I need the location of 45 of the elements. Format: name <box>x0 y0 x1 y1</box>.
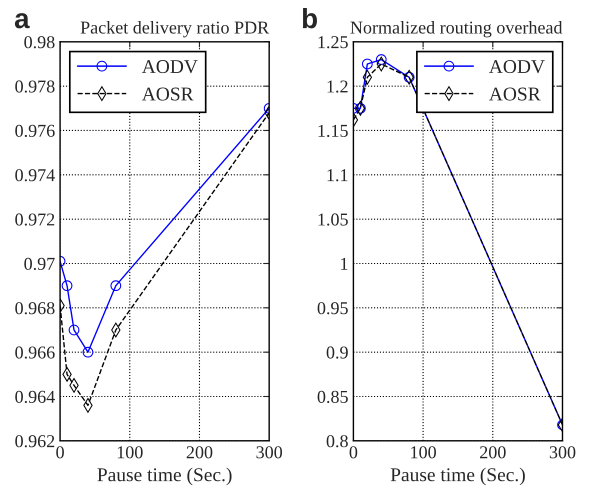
y-tick-label: 0.9 <box>326 346 348 359</box>
y-tick-label: 0.98 <box>24 36 55 48</box>
point <box>62 280 72 292</box>
chart-title: Normalized routing overhead <box>350 20 562 38</box>
x-tick-label: 200 <box>186 446 212 458</box>
y-tick-label: 1.05 <box>318 213 348 226</box>
y-tick-label: 1.25 <box>318 36 348 48</box>
y-tick-label: 0.8 <box>326 435 348 448</box>
y-tick-label: 0.978 <box>15 80 55 93</box>
x-tick-label: 300 <box>550 446 576 458</box>
y-tick-label: 0.964 <box>15 390 55 404</box>
legend-label: AOSR <box>142 88 194 101</box>
text: b <box>302 8 317 28</box>
y-tick-label: 1.2 <box>328 80 348 93</box>
x-tick-label: 100 <box>118 446 143 458</box>
y-tick-label: 0.97 <box>24 258 55 270</box>
point <box>404 72 415 83</box>
y-tick-label: 0.85 <box>318 390 348 404</box>
y-tick-label: 0.974 <box>15 169 55 182</box>
y-tick-label: 1.1 <box>328 169 348 182</box>
x-tick-label: 300 <box>256 446 282 458</box>
legend-label: AODV <box>142 60 198 74</box>
x-axis-title: Pause time (Sec.) <box>97 468 232 486</box>
legend-label: AOSR <box>489 88 541 101</box>
x-axis-title: Pause time (Sec.) <box>390 468 525 486</box>
point <box>82 346 94 358</box>
y-tick-label: 0.972 <box>15 213 54 226</box>
text: a <box>14 13 30 28</box>
y-tick-label: 1 <box>341 258 348 270</box>
legend-label: AODV <box>489 60 545 74</box>
x-tick-label: 0 <box>56 446 64 458</box>
x-tick-label: 100 <box>411 446 436 458</box>
y-tick-label: 1.15 <box>318 124 348 138</box>
y-tick-label: 0.962 <box>15 435 54 448</box>
point <box>362 58 373 70</box>
y-tick-label: 0.95 <box>318 302 348 314</box>
y-tick-label: 0.966 <box>15 346 55 359</box>
point <box>110 280 122 292</box>
point <box>68 324 80 336</box>
y-tick-label: 0.968 <box>15 302 55 314</box>
y-tick-label: 0.976 <box>15 124 55 138</box>
point <box>376 54 387 65</box>
x-tick-label: 0 <box>350 446 358 458</box>
x-tick-label: 200 <box>480 446 506 458</box>
chart-title: Packet delivery ratio PDR <box>80 20 270 38</box>
